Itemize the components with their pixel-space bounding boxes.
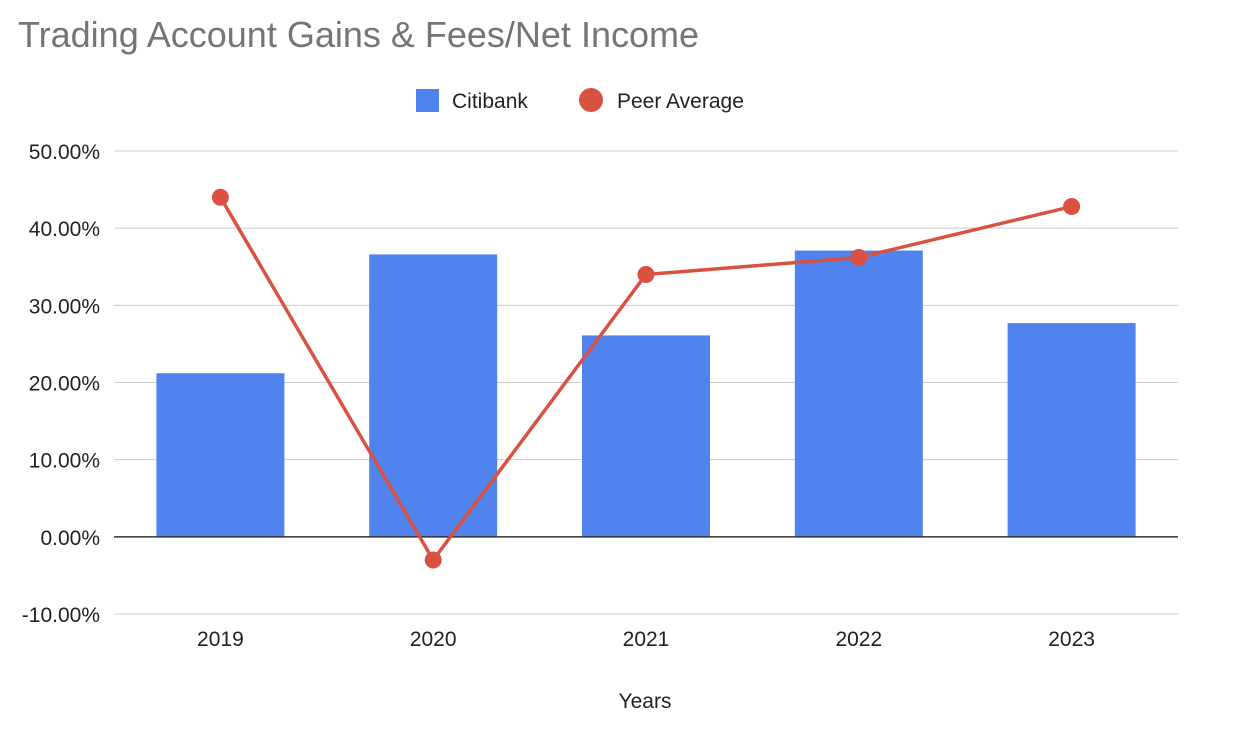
y-tick-label: 40.00% xyxy=(29,218,100,241)
legend-citibank-swatch xyxy=(416,89,439,112)
x-tick-labels: 2019 2020 2021 2022 2023 xyxy=(197,628,1095,651)
y-tick-label: -10.00% xyxy=(22,604,100,627)
peer-average-series xyxy=(211,188,1081,569)
y-tick-label: 0.00% xyxy=(40,527,100,550)
bar-citibank xyxy=(369,254,498,537)
x-tick-label: 2020 xyxy=(410,628,457,651)
peer-average-point xyxy=(637,265,655,283)
legend-citibank-label: Citibank xyxy=(452,90,528,113)
chart-title: Trading Account Gains & Fees/Net Income xyxy=(18,14,699,55)
x-tick-label: 2019 xyxy=(197,628,244,651)
bar-citibank xyxy=(1007,323,1136,537)
x-tick-label: 2023 xyxy=(1048,628,1095,651)
x-tick-label: 2022 xyxy=(835,628,882,651)
bar-citibank xyxy=(156,373,285,537)
peer-average-point xyxy=(424,551,442,569)
legend: Citibank Peer Average xyxy=(416,88,744,113)
peer-average-point xyxy=(850,248,868,266)
x-tick-label: 2021 xyxy=(623,628,670,651)
y-tick-label: 20.00% xyxy=(29,373,100,396)
y-tick-label: 30.00% xyxy=(29,295,100,318)
peer-average-point xyxy=(211,188,229,206)
bar-citibank xyxy=(794,250,923,537)
citibank-bars xyxy=(156,250,1136,537)
legend-peer-average-swatch xyxy=(579,88,603,112)
legend-peer-average-label: Peer Average xyxy=(617,90,744,113)
y-tick-label: 50.00% xyxy=(29,141,100,164)
bar-citibank xyxy=(582,335,710,537)
y-tick-label: 10.00% xyxy=(29,450,100,473)
x-axis-title: Years xyxy=(619,690,672,713)
peer-average-point xyxy=(1063,198,1081,216)
y-tick-labels: 50.00% 40.00% 30.00% 20.00% 10.00% 0.00% -10.0… xyxy=(22,141,100,627)
